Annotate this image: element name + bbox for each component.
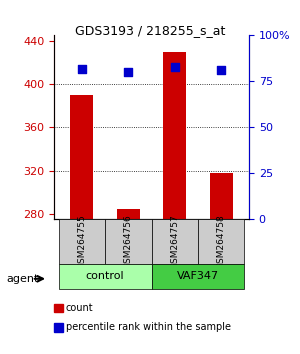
Point	[172, 64, 177, 69]
Point	[80, 66, 84, 72]
Bar	[70, 95, 94, 219]
FancyBboxPatch shape	[58, 219, 105, 264]
FancyBboxPatch shape	[105, 219, 152, 264]
Text: GSM264757: GSM264757	[170, 214, 179, 269]
FancyBboxPatch shape	[152, 219, 198, 264]
Point	[219, 68, 224, 73]
FancyBboxPatch shape	[58, 264, 152, 289]
Text: agent: agent	[6, 274, 38, 284]
Text: GSM264755: GSM264755	[77, 214, 86, 269]
FancyBboxPatch shape	[152, 264, 244, 289]
Text: GDS3193 / 218255_s_at: GDS3193 / 218255_s_at	[75, 24, 225, 36]
Bar	[117, 209, 140, 219]
Text: count: count	[66, 303, 94, 313]
Text: GSM264756: GSM264756	[124, 214, 133, 269]
FancyBboxPatch shape	[198, 219, 244, 264]
Text: GSM264758: GSM264758	[217, 214, 226, 269]
Text: VAF347: VAF347	[177, 271, 219, 281]
Bar	[209, 173, 233, 219]
Point	[126, 69, 131, 75]
Text: percentile rank within the sample: percentile rank within the sample	[66, 322, 231, 332]
Bar	[163, 52, 186, 219]
Text: control: control	[86, 271, 124, 281]
